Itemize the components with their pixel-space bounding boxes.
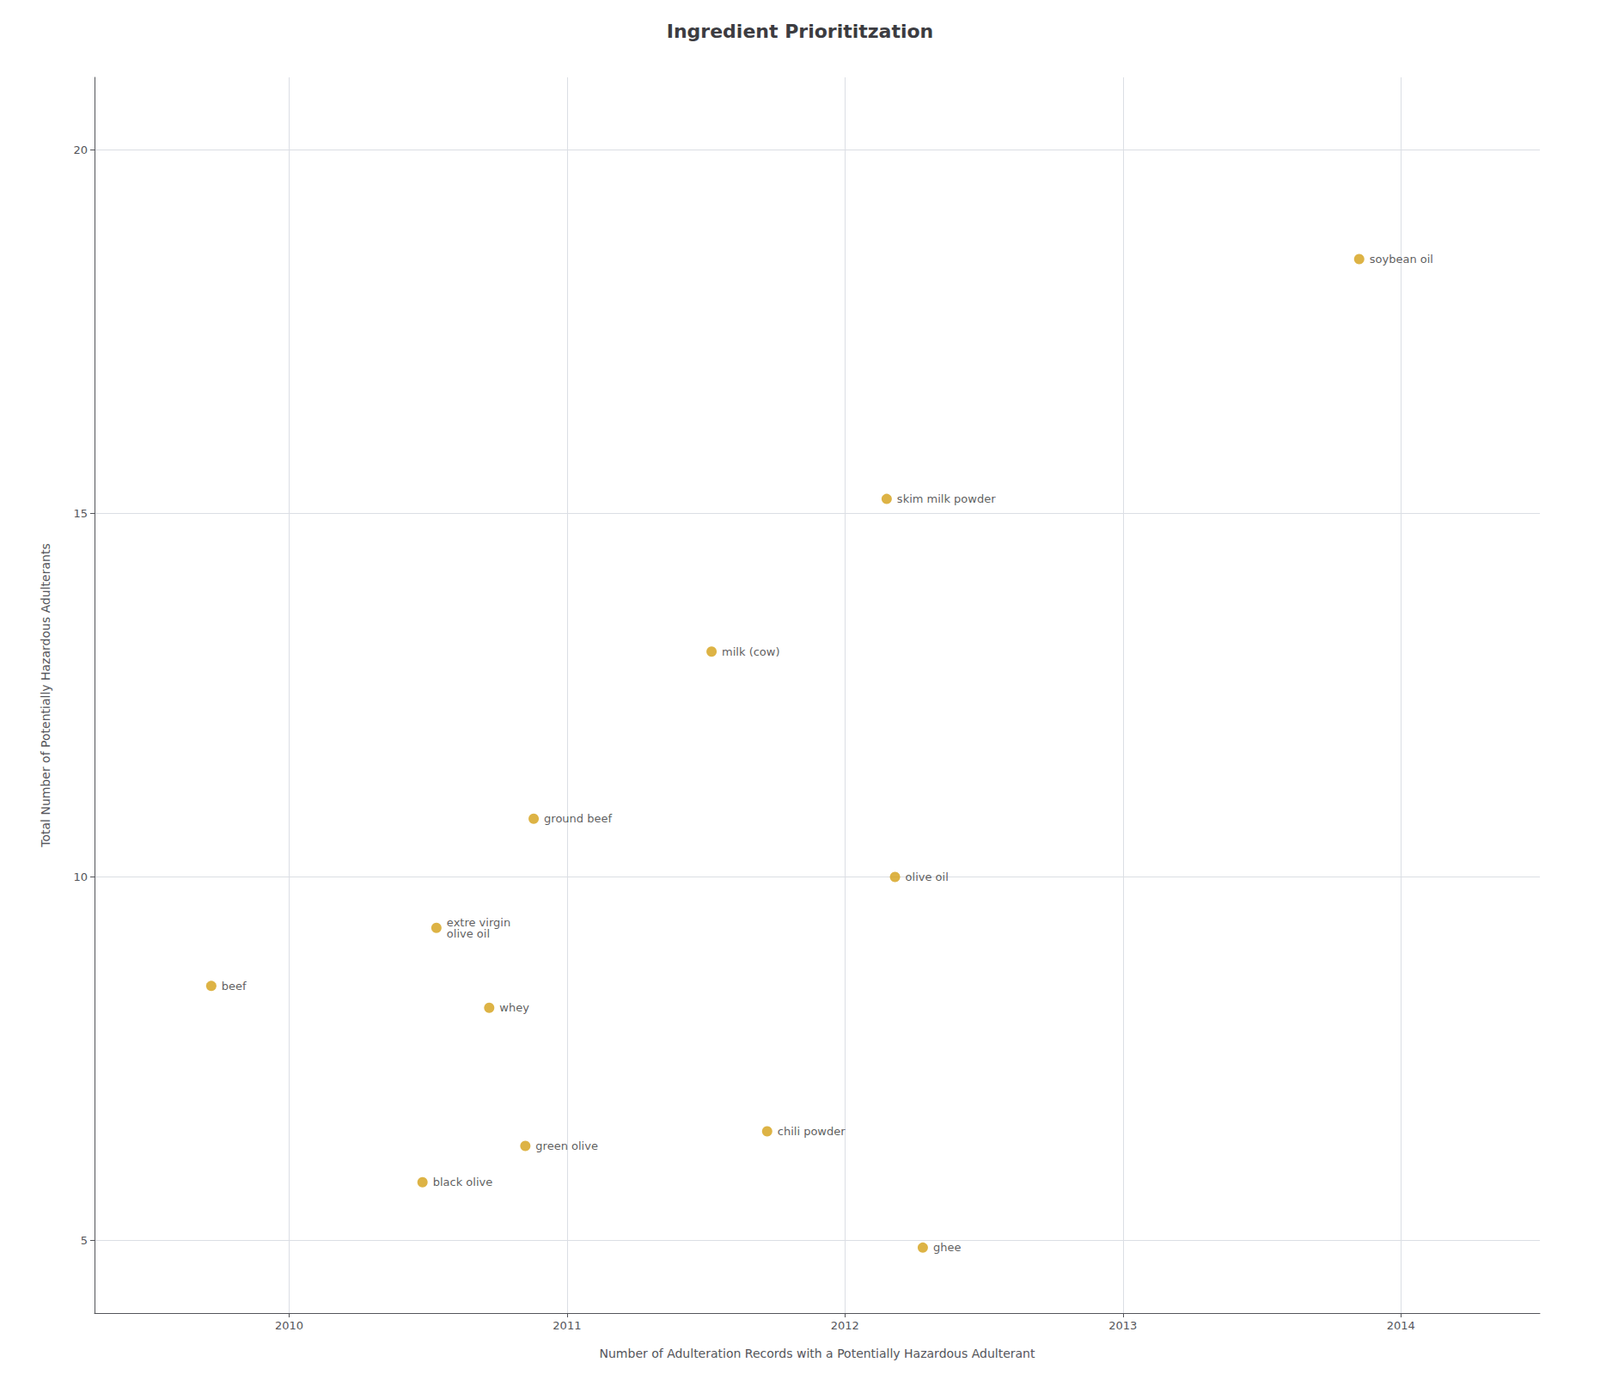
svg-text:20: 20: [73, 143, 88, 157]
svg-text:Number of Adulteration Records: Number of Adulteration Records with a Po…: [599, 1346, 1036, 1361]
svg-text:ghee: ghee: [933, 1240, 962, 1254]
svg-text:2014: 2014: [1386, 1319, 1416, 1332]
svg-text:15: 15: [73, 506, 88, 520]
svg-text:soybean oil: soybean oil: [1369, 252, 1434, 266]
svg-text:10: 10: [73, 870, 88, 884]
svg-text:Total Number of Potentially Ha: Total Number of Potentially Hazardous Ad…: [38, 543, 53, 848]
svg-text:Ingredient Priorititzation: Ingredient Priorititzation: [666, 20, 935, 43]
svg-text:ground beef: ground beef: [543, 812, 612, 825]
svg-text:2013: 2013: [1108, 1319, 1137, 1332]
svg-text:2012: 2012: [830, 1319, 860, 1332]
svg-text:olive oil: olive oil: [905, 870, 949, 884]
svg-text:5: 5: [80, 1233, 88, 1247]
svg-text:black olive: black olive: [433, 1175, 494, 1189]
svg-text:chili powder: chili powder: [777, 1124, 846, 1138]
svg-text:milk (cow): milk (cow): [721, 645, 780, 659]
svg-text:olive oil: olive oil: [446, 927, 490, 941]
svg-text:whey: whey: [499, 1001, 530, 1014]
svg-text:extre virgin: extre virgin: [446, 915, 511, 929]
svg-text:2011: 2011: [552, 1319, 581, 1332]
svg-text:2010: 2010: [274, 1319, 304, 1332]
svg-text:skim milk powder: skim milk powder: [897, 492, 996, 506]
svg-text:beef: beef: [221, 979, 247, 993]
svg-text:green olive: green olive: [535, 1139, 599, 1153]
